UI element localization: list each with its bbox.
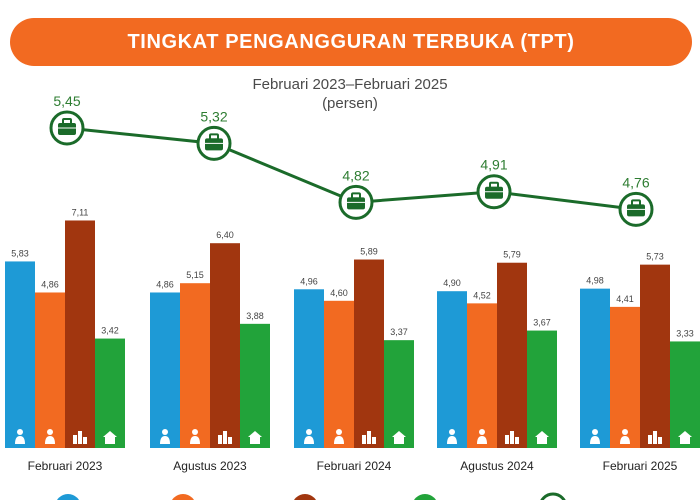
- bar-2-3: [384, 340, 414, 448]
- bar-value-label-2-2: 5,89: [360, 247, 378, 257]
- bar-value-label-4-0: 4,98: [586, 276, 604, 286]
- legend-marker-4: [540, 492, 566, 500]
- village-house-icon-2-3: [392, 431, 406, 444]
- bar-value-label-0-3: 3,42: [101, 326, 119, 336]
- x-tick-label-0: Februari 2023: [28, 459, 103, 473]
- legend-marker-1: [172, 494, 194, 500]
- chart-subtitle-unit: (persen): [322, 95, 378, 112]
- bar-value-label-0-2: 7,11: [72, 207, 89, 217]
- bar-value-label-3-3: 3,67: [533, 318, 551, 328]
- chart-title: TINGKAT PENGANGGURAN TERBUKA (TPT): [127, 30, 575, 53]
- person-icon-4-1: [620, 429, 630, 444]
- bar-value-label-4-1: 4,41: [616, 294, 634, 304]
- briefcase-icon-3: [485, 181, 503, 199]
- person-icon-1-0: [160, 429, 170, 444]
- bar-value-label-3-0: 4,90: [443, 278, 461, 288]
- bar-1-2: [210, 243, 240, 448]
- bar-2-1: [324, 300, 354, 448]
- bar-value-label-0-0: 5,83: [11, 248, 29, 258]
- line-value-label-2: 4,82: [342, 167, 369, 183]
- bar-value-label-4-2: 5,73: [646, 252, 664, 262]
- bar-0-3: [95, 338, 125, 448]
- bar-value-label-2-3: 3,37: [390, 327, 408, 337]
- bar-value-label-0-1: 4,86: [41, 279, 59, 289]
- city-buildings-icon-4-2: [648, 431, 662, 444]
- city-buildings-icon-0-2: [73, 431, 87, 444]
- bar-value-label-3-1: 4,52: [473, 290, 491, 300]
- person-icon-1-1: [190, 429, 200, 444]
- city-buildings-icon-3-2: [505, 431, 519, 444]
- line-value-label-4: 4,76: [622, 174, 649, 190]
- bar-4-0: [580, 288, 610, 448]
- bar-4-2: [640, 264, 670, 448]
- x-tick-label-3: Agustus 2024: [460, 459, 534, 473]
- bar-0-1: [35, 292, 65, 448]
- person-icon-2-1: [334, 429, 344, 444]
- bar-1-3: [240, 323, 270, 448]
- bar-1-0: [150, 292, 180, 448]
- bar-value-label-1-0: 4,86: [156, 279, 174, 289]
- bar-3-3: [527, 330, 557, 448]
- title-banner: TINGKAT PENGANGGURAN TERBUKA (TPT): [10, 18, 692, 66]
- bar-value-label-4-3: 3,33: [676, 328, 694, 338]
- bar-4-1: [610, 306, 640, 448]
- village-house-icon-4-3: [678, 431, 692, 444]
- bar-0-2: [65, 220, 95, 448]
- bar-1-1: [180, 283, 210, 448]
- person-icon-0-0: [15, 429, 25, 444]
- bar-2-2: [354, 259, 384, 448]
- bar-3-0: [437, 291, 467, 448]
- person-icon-0-1: [45, 429, 55, 444]
- person-icon-4-0: [590, 429, 600, 444]
- x-tick-label-2: Februari 2024: [317, 459, 392, 473]
- bar-3-1: [467, 303, 497, 448]
- bar-2-0: [294, 289, 324, 448]
- bar-0-0: [5, 261, 35, 448]
- village-house-icon-1-3: [248, 431, 262, 444]
- bar-3-2: [497, 262, 527, 448]
- person-icon-3-1: [477, 429, 487, 444]
- line-value-label-3: 4,91: [480, 157, 507, 173]
- x-tick-label-4: Februari 2025: [603, 459, 678, 473]
- briefcase-icon-1: [205, 133, 223, 151]
- legend-marker-0: [57, 494, 79, 500]
- village-house-icon-0-3: [103, 431, 117, 444]
- briefcase-icon-0: [58, 118, 76, 135]
- bar-value-label-1-2: 6,40: [216, 230, 234, 240]
- line-value-label-1: 5,32: [200, 108, 227, 124]
- briefcase-icon-4: [627, 199, 645, 217]
- city-buildings-icon-2-2: [362, 431, 376, 444]
- bar-4-3: [670, 341, 700, 448]
- legend-marker-2: [294, 494, 316, 500]
- person-icon-2-0: [304, 429, 314, 444]
- bar-value-label-2-1: 4,60: [330, 288, 348, 298]
- bar-value-label-3-2: 5,79: [503, 250, 521, 260]
- chart-subtitle-period: Februari 2023–Februari 2025: [252, 76, 448, 93]
- bar-value-label-1-3: 3,88: [246, 311, 264, 321]
- bar-value-label-1-1: 5,15: [186, 270, 204, 280]
- person-icon-3-0: [447, 429, 457, 444]
- briefcase-icon-2: [347, 192, 365, 210]
- legend-marker-3: [414, 494, 436, 500]
- line-value-label-0: 5,45: [53, 93, 80, 109]
- city-buildings-icon-1-2: [218, 431, 232, 444]
- bar-value-label-2-0: 4,96: [300, 276, 318, 286]
- village-house-icon-3-3: [535, 431, 549, 444]
- x-tick-label-1: Agustus 2023: [173, 459, 247, 473]
